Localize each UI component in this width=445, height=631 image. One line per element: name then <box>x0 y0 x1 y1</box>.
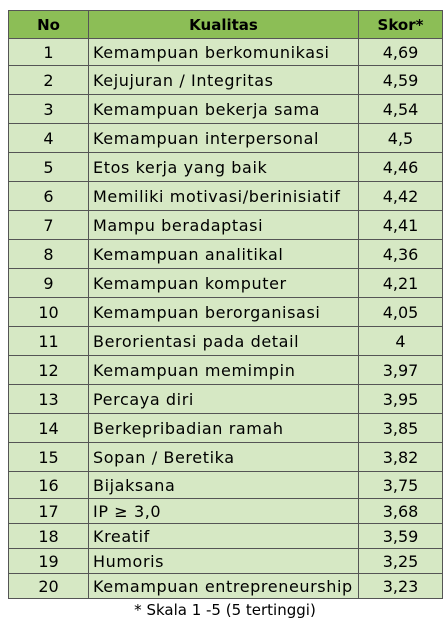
quality-label: Kemampuan komputer <box>89 269 359 298</box>
score-value: 4 <box>359 327 443 356</box>
row-number: 7 <box>9 211 89 240</box>
score-value: 3,68 <box>359 499 443 524</box>
quality-label: Kemampuan berkomunikasi <box>89 39 359 66</box>
score-value: 3,95 <box>359 385 443 414</box>
score-value: 4,54 <box>359 95 443 124</box>
quality-label: Kemampuan interpersonal <box>89 124 359 153</box>
table-row: 19 Humoris 3,25 <box>9 549 443 574</box>
table-row: 17 IP ≥ 3,0 3,68 <box>9 499 443 524</box>
table-row: 11 Berorientasi pada detail 4 <box>9 327 443 356</box>
table-row: 18 Kreatif 3,59 <box>9 524 443 549</box>
quality-label: Sopan / Beretika <box>89 443 359 472</box>
table-row: 5 Etos kerja yang baik 4,46 <box>9 153 443 182</box>
row-number: 6 <box>9 182 89 211</box>
row-number: 20 <box>9 574 89 599</box>
row-number: 14 <box>9 414 89 443</box>
score-value: 4,69 <box>359 39 443 66</box>
table-row: 8 Kemampuan analitikal 4,36 <box>9 240 443 269</box>
quality-label: IP ≥ 3,0 <box>89 499 359 524</box>
quality-label: Kemampuan memimpin <box>89 356 359 385</box>
row-number: 15 <box>9 443 89 472</box>
row-number: 5 <box>9 153 89 182</box>
row-number: 3 <box>9 95 89 124</box>
table-row: 2 Kejujuran / Integritas 4,59 <box>9 66 443 95</box>
score-value: 4,41 <box>359 211 443 240</box>
table-row: 14 Berkepribadian ramah 3,85 <box>9 414 443 443</box>
quality-label: Bijaksana <box>89 472 359 499</box>
table-row: 4 Kemampuan interpersonal 4,5 <box>9 124 443 153</box>
quality-label: Berkepribadian ramah <box>89 414 359 443</box>
table-row: 16 Bijaksana 3,75 <box>9 472 443 499</box>
header-no: No <box>9 11 89 39</box>
row-number: 8 <box>9 240 89 269</box>
table-row: 1 Kemampuan berkomunikasi 4,69 <box>9 39 443 66</box>
quality-label: Kejujuran / Integritas <box>89 66 359 95</box>
row-number: 1 <box>9 39 89 66</box>
row-number: 13 <box>9 385 89 414</box>
score-value: 3,75 <box>359 472 443 499</box>
footnote: * Skala 1 -5 (5 tertinggi) <box>8 601 442 619</box>
table-row: 9 Kemampuan komputer 4,21 <box>9 269 443 298</box>
quality-score-table: No Kualitas Skor* 1 Kemampuan berkomunika… <box>8 10 443 599</box>
table-row: 13 Percaya diri 3,95 <box>9 385 443 414</box>
header-score: Skor* <box>359 11 443 39</box>
score-value: 4,59 <box>359 66 443 95</box>
score-value: 4,42 <box>359 182 443 211</box>
table-row: 7 Mampu beradaptasi 4,41 <box>9 211 443 240</box>
quality-label: Mampu beradaptasi <box>89 211 359 240</box>
table-body: 1 Kemampuan berkomunikasi 4,69 2 Kejujuran /… <box>9 39 443 599</box>
row-number: 12 <box>9 356 89 385</box>
score-value: 4,21 <box>359 269 443 298</box>
header-quality: Kualitas <box>89 11 359 39</box>
table-row: 6 Memiliki motivasi/berinisiatif 4,42 <box>9 182 443 211</box>
score-value: 3,25 <box>359 549 443 574</box>
row-number: 16 <box>9 472 89 499</box>
row-number: 11 <box>9 327 89 356</box>
score-value: 3,97 <box>359 356 443 385</box>
row-number: 17 <box>9 499 89 524</box>
quality-label: Memiliki motivasi/berinisiatif <box>89 182 359 211</box>
quality-label: Humoris <box>89 549 359 574</box>
score-value: 4,36 <box>359 240 443 269</box>
table-row: 20 Kemampuan entrepreneurship 3,23 <box>9 574 443 599</box>
quality-score-table-container: No Kualitas Skor* 1 Kemampuan berkomunika… <box>8 10 442 599</box>
row-number: 18 <box>9 524 89 549</box>
score-value: 4,05 <box>359 298 443 327</box>
table-row: 12 Kemampuan memimpin 3,97 <box>9 356 443 385</box>
table-row: 10 Kemampuan berorganisasi 4,05 <box>9 298 443 327</box>
score-value: 3,59 <box>359 524 443 549</box>
quality-label: Percaya diri <box>89 385 359 414</box>
row-number: 10 <box>9 298 89 327</box>
quality-label: Kemampuan berorganisasi <box>89 298 359 327</box>
row-number: 2 <box>9 66 89 95</box>
score-value: 4,5 <box>359 124 443 153</box>
quality-label: Berorientasi pada detail <box>89 327 359 356</box>
score-value: 3,82 <box>359 443 443 472</box>
row-number: 19 <box>9 549 89 574</box>
quality-label: Kemampuan bekerja sama <box>89 95 359 124</box>
score-value: 3,85 <box>359 414 443 443</box>
quality-label: Kemampuan entrepreneurship <box>89 574 359 599</box>
quality-label: Kemampuan analitikal <box>89 240 359 269</box>
quality-label: Kreatif <box>89 524 359 549</box>
score-value: 3,23 <box>359 574 443 599</box>
header-row: No Kualitas Skor* <box>9 11 443 39</box>
table-row: 3 Kemampuan bekerja sama 4,54 <box>9 95 443 124</box>
table-row: 15 Sopan / Beretika 3,82 <box>9 443 443 472</box>
row-number: 9 <box>9 269 89 298</box>
score-value: 4,46 <box>359 153 443 182</box>
quality-label: Etos kerja yang baik <box>89 153 359 182</box>
row-number: 4 <box>9 124 89 153</box>
